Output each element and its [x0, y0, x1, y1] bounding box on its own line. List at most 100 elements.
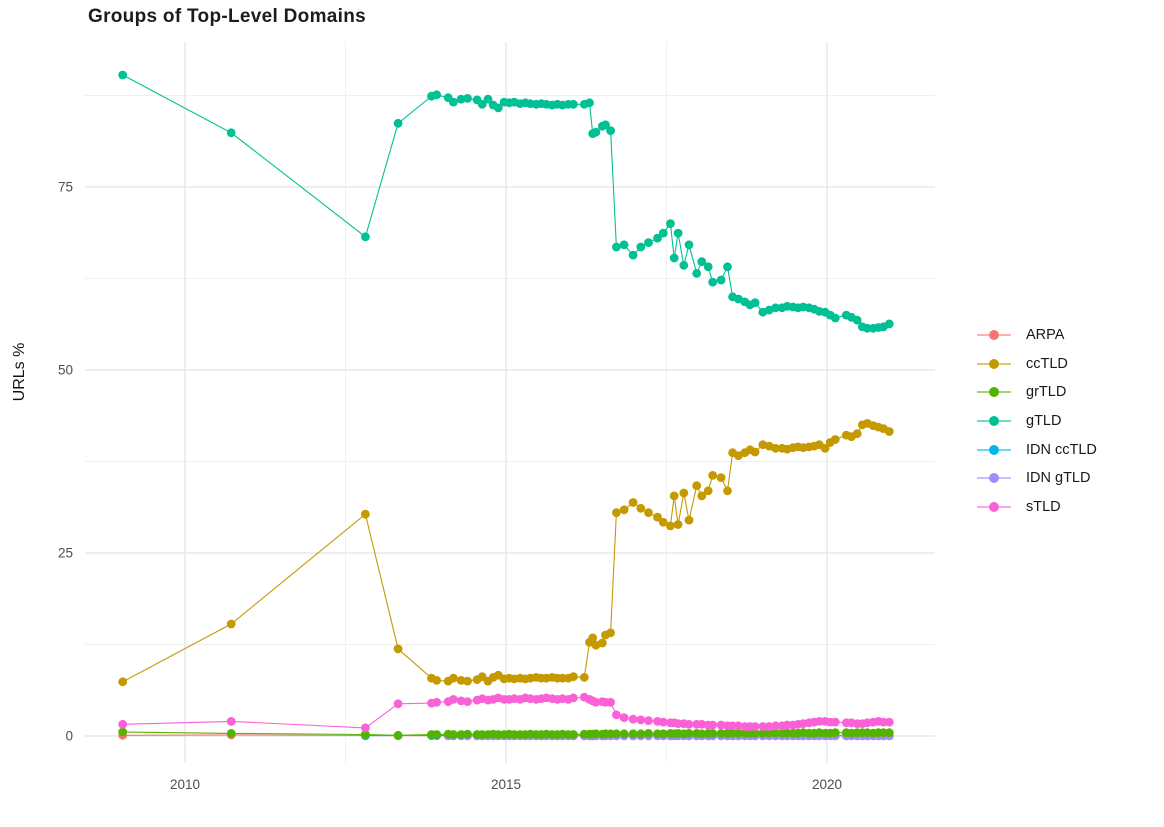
data-point: [684, 240, 694, 250]
data-point: [716, 473, 726, 482]
data-point: [463, 729, 472, 739]
data-point: [734, 721, 743, 731]
gridlines: [85, 42, 935, 763]
legend-label: ccTLD: [1026, 355, 1068, 372]
data-point: [750, 729, 760, 738]
data-point: [830, 435, 840, 444]
legend-item-gTLD: gTLD: [976, 407, 1097, 436]
data-point: [612, 710, 621, 720]
data-point: [591, 729, 601, 739]
series-sTLD: [118, 692, 894, 733]
data-point: [771, 303, 780, 313]
data-point: [606, 126, 615, 135]
data-point: [684, 515, 694, 525]
legend-key-icon: [977, 444, 1011, 455]
axis-tick-labels: 2010 2015 2020 0 25 50 75: [58, 180, 842, 793]
series-grTLD: [118, 727, 894, 740]
data-point: [750, 447, 760, 457]
data-point: [628, 714, 638, 724]
data-point: [463, 94, 472, 103]
data-point: [226, 619, 236, 629]
data-point: [628, 250, 638, 260]
x-tick-label: 2015: [491, 777, 521, 792]
data-point: [619, 240, 629, 250]
data-point: [658, 717, 668, 727]
legend-key-icon: [977, 501, 1011, 512]
data-point: [830, 717, 840, 727]
data-point: [708, 720, 718, 730]
data-point: [750, 298, 760, 308]
data-point: [636, 242, 646, 252]
data-point: [432, 90, 442, 100]
data-point: [597, 638, 607, 648]
data-point: [884, 319, 894, 329]
data-point: [884, 717, 894, 727]
data-point: [644, 729, 653, 738]
legend-label: IDN gTLD: [1026, 470, 1091, 487]
legend-key-icon: [977, 358, 1011, 369]
data-point: [449, 97, 458, 107]
legend-key-icon: [977, 330, 1011, 341]
legend-key-icon: [977, 387, 1011, 398]
data-point: [456, 94, 466, 104]
data-point: [612, 242, 621, 252]
data-point: [658, 228, 668, 238]
data-point: [449, 730, 458, 739]
data-point: [118, 677, 128, 687]
data-point: [483, 94, 493, 104]
data-point: [226, 717, 236, 726]
y-tick-label: 0: [65, 729, 73, 744]
data-point: [708, 729, 718, 738]
data-point: [361, 730, 370, 739]
data-point: [569, 99, 578, 109]
data-point: [758, 728, 768, 738]
data-point: [393, 699, 403, 709]
data-point: [463, 697, 472, 706]
data-point: [118, 727, 128, 737]
y-tick-label: 75: [58, 180, 73, 195]
data-point: [679, 260, 689, 270]
data-point: [723, 486, 732, 496]
data-point: [456, 696, 466, 706]
data-point: [697, 719, 707, 729]
data-point: [673, 228, 683, 238]
data-point: [432, 730, 442, 739]
data-point: [432, 676, 442, 685]
data-point: [393, 730, 403, 740]
legend-item-IDN-gTLD: IDN gTLD: [976, 464, 1097, 493]
data-point: [658, 729, 668, 739]
data-point: [644, 716, 653, 725]
data-point: [591, 127, 601, 137]
data-point: [569, 730, 578, 739]
data-point: [432, 697, 442, 707]
data-point: [579, 673, 589, 682]
data-point: [669, 491, 679, 501]
data-point: [361, 509, 370, 519]
data-point: [393, 118, 403, 128]
data-point: [612, 508, 621, 518]
data-point: [684, 719, 694, 729]
data-point: [449, 695, 458, 704]
data-point: [588, 633, 598, 643]
legend-label: gTLD: [1026, 413, 1062, 430]
chart-title: Groups of Top-Level Domains: [88, 6, 366, 27]
data-point: [449, 673, 458, 683]
data-point: [830, 728, 840, 738]
data-point: [653, 233, 662, 243]
data-point: [734, 729, 743, 738]
legend-label: grTLD: [1026, 384, 1067, 401]
data-point: [758, 722, 768, 731]
data-point: [456, 730, 466, 739]
data-point: [884, 427, 894, 436]
data-point: [666, 521, 675, 531]
data-point: [697, 491, 707, 501]
data-point: [644, 238, 653, 248]
data-point: [636, 503, 646, 513]
data-point: [771, 721, 780, 731]
data-point: [118, 70, 128, 80]
data-point: [393, 644, 403, 654]
legend: ARPA ccTLD grTLD gTLD IDN ccTLD IDN gTLD sTLD: [976, 321, 1097, 521]
data-point: [118, 719, 128, 729]
data-point: [771, 443, 780, 453]
data-point: [628, 498, 638, 507]
